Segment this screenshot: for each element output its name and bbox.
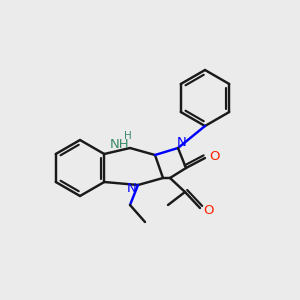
Text: N: N — [127, 182, 137, 196]
Text: N: N — [177, 136, 187, 148]
Text: NH: NH — [110, 137, 130, 151]
Text: H: H — [124, 131, 132, 141]
Text: O: O — [204, 203, 214, 217]
Text: O: O — [209, 149, 219, 163]
